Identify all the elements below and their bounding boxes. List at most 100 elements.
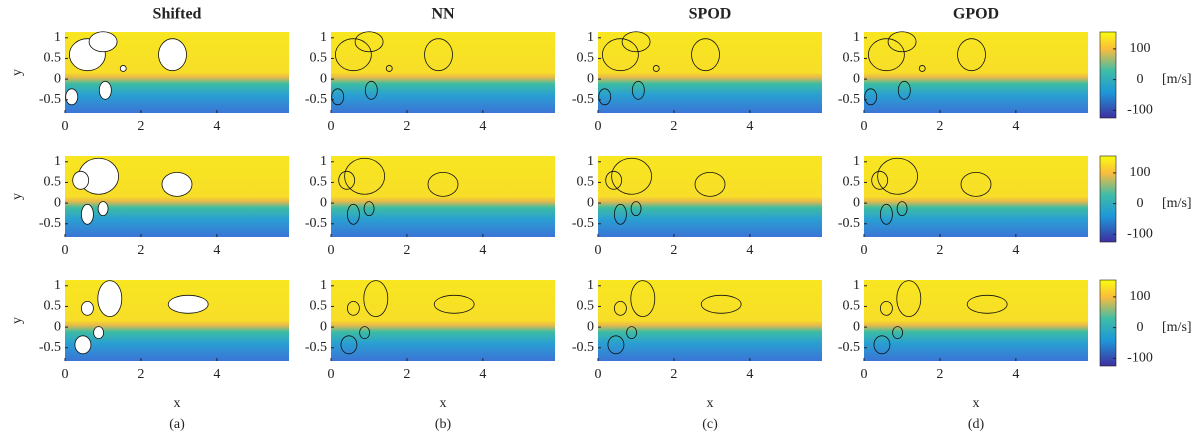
- contour: [864, 88, 878, 106]
- masked-region: [97, 201, 109, 217]
- y-tick-label: 1: [320, 154, 327, 169]
- y-tick-label: -0.5: [838, 216, 860, 231]
- colorbar-tick-label: -100: [1127, 103, 1153, 118]
- column-title: Shifted: [153, 6, 202, 23]
- contour: [880, 203, 893, 225]
- y-tick-label: 0: [54, 71, 61, 86]
- contour: [611, 157, 652, 195]
- contour: [960, 171, 992, 197]
- contour: [614, 300, 627, 316]
- x-tick-label: 4: [1012, 367, 1019, 382]
- x-tick-label: 0: [861, 367, 868, 382]
- y-tick-label: 0.5: [44, 299, 62, 314]
- contour: [626, 326, 637, 340]
- x-tick-label: 2: [403, 119, 410, 134]
- masked-region: [98, 80, 112, 100]
- contour: [630, 280, 656, 318]
- contour: [966, 294, 1008, 314]
- y-tick-label: -0.5: [838, 92, 860, 107]
- y-tick-label: 1: [54, 30, 61, 45]
- y-tick-label: 1: [54, 154, 61, 169]
- contour: [887, 31, 917, 53]
- y-tick-label: 0.5: [577, 51, 595, 66]
- contour: [892, 326, 903, 340]
- field-image: [598, 280, 822, 361]
- x-tick-label: 2: [137, 367, 144, 382]
- y-tick-label: 0: [320, 319, 327, 334]
- contour: [359, 326, 371, 340]
- column-title: SPOD: [689, 6, 732, 23]
- y-tick-label: -0.5: [305, 340, 327, 355]
- x-tick-label: 4: [746, 367, 753, 382]
- colorbar-tick-label: -100: [1127, 227, 1153, 242]
- masked-region: [65, 88, 79, 106]
- field-image: [598, 32, 822, 113]
- contour: [880, 300, 893, 316]
- y-tick-label: 0.5: [310, 51, 328, 66]
- y-tick-label: -0.5: [39, 216, 61, 231]
- y-tick-label: 0: [320, 71, 327, 86]
- y-tick-label: -0.5: [39, 92, 61, 107]
- colorbar-tick-label: 0: [1137, 72, 1144, 87]
- y-tick-label: -0.5: [305, 92, 327, 107]
- contour: [344, 157, 386, 195]
- contour: [364, 80, 378, 100]
- contour: [363, 280, 389, 318]
- y-tick-label: 1: [853, 278, 860, 293]
- y-tick-label: 0: [587, 71, 594, 86]
- y-tick-label: 0: [320, 195, 327, 210]
- y-tick-label: 1: [853, 154, 860, 169]
- x-tick-label: 2: [403, 243, 410, 258]
- y-axis-label: y: [10, 317, 25, 324]
- colorbar-label: [m/s]: [1162, 72, 1192, 87]
- contour: [607, 335, 625, 355]
- x-tick-label: 0: [62, 367, 69, 382]
- caption: (b): [435, 417, 452, 432]
- masked-region: [81, 203, 94, 225]
- x-axis-label: x: [440, 396, 447, 411]
- colorbar-tick-label: 0: [1137, 196, 1144, 211]
- x-tick-label: 4: [213, 243, 220, 258]
- y-tick-label: -0.5: [305, 216, 327, 231]
- x-tick-label: 0: [861, 243, 868, 258]
- x-tick-label: 0: [62, 119, 69, 134]
- field-image: [331, 32, 555, 113]
- contour: [354, 31, 384, 53]
- y-tick-label: 1: [320, 278, 327, 293]
- contour: [700, 294, 742, 314]
- x-tick-label: 0: [62, 243, 69, 258]
- contour: [385, 65, 393, 72]
- masked-region: [72, 170, 90, 190]
- x-tick-label: 0: [595, 367, 602, 382]
- contour: [338, 170, 356, 190]
- contour: [334, 38, 372, 72]
- x-axis-label: x: [707, 396, 714, 411]
- contour: [871, 170, 889, 190]
- contour: [694, 171, 726, 197]
- contour: [873, 335, 891, 355]
- y-tick-label: 1: [587, 278, 594, 293]
- x-tick-label: 2: [936, 367, 943, 382]
- colorbar-tick-label: -100: [1127, 351, 1153, 366]
- y-tick-label: 1: [587, 30, 594, 45]
- contour: [868, 38, 905, 72]
- contour: [631, 80, 645, 100]
- y-tick-label: 0.5: [843, 51, 861, 66]
- field-image: [331, 280, 555, 361]
- masked-region: [88, 31, 118, 53]
- x-tick-label: 2: [936, 243, 943, 258]
- y-tick-label: -0.5: [39, 340, 61, 355]
- y-tick-label: 1: [587, 154, 594, 169]
- x-tick-label: 0: [328, 243, 335, 258]
- x-tick-label: 0: [328, 367, 335, 382]
- x-tick-label: 4: [746, 243, 753, 258]
- field-image: [864, 32, 1088, 113]
- contour: [621, 31, 651, 53]
- y-tick-label: 0: [587, 319, 594, 334]
- masked-region: [167, 294, 209, 314]
- contour: [918, 65, 926, 72]
- colorbar-tick-label: 100: [1130, 41, 1151, 56]
- y-tick-label: 0.5: [843, 299, 861, 314]
- contour: [346, 203, 360, 225]
